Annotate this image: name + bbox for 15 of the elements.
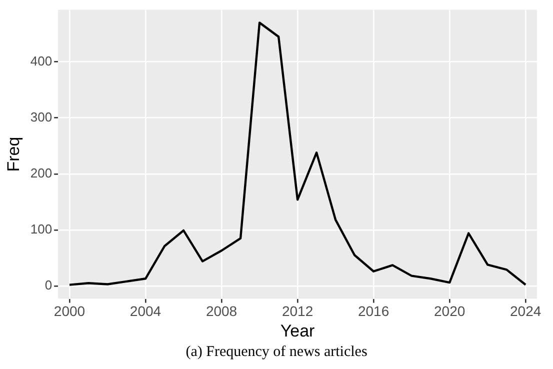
text: (a) Frequency of news articles — [184, 343, 368, 362]
x-tick-label: 2024 — [510, 303, 542, 320]
y-tick-label: 0 — [44, 277, 52, 292]
x-tick-label: 2008 — [206, 303, 238, 320]
y-tick-label: 400 — [30, 53, 52, 68]
x-tick-label: 2016 — [358, 303, 390, 320]
x-tick-label: 2020 — [434, 303, 466, 320]
y-axis-title: Freq — [4, 136, 23, 172]
x-tick-label: 2012 — [282, 303, 314, 320]
x-axis-title: Year — [280, 321, 316, 340]
x-tick-label: 2004 — [130, 303, 162, 320]
x-tick-label: 2000 — [54, 303, 86, 320]
y-tick-label: 300 — [30, 109, 52, 124]
y-tick-label: 100 — [30, 221, 52, 236]
y-tick-label: 200 — [30, 165, 52, 180]
